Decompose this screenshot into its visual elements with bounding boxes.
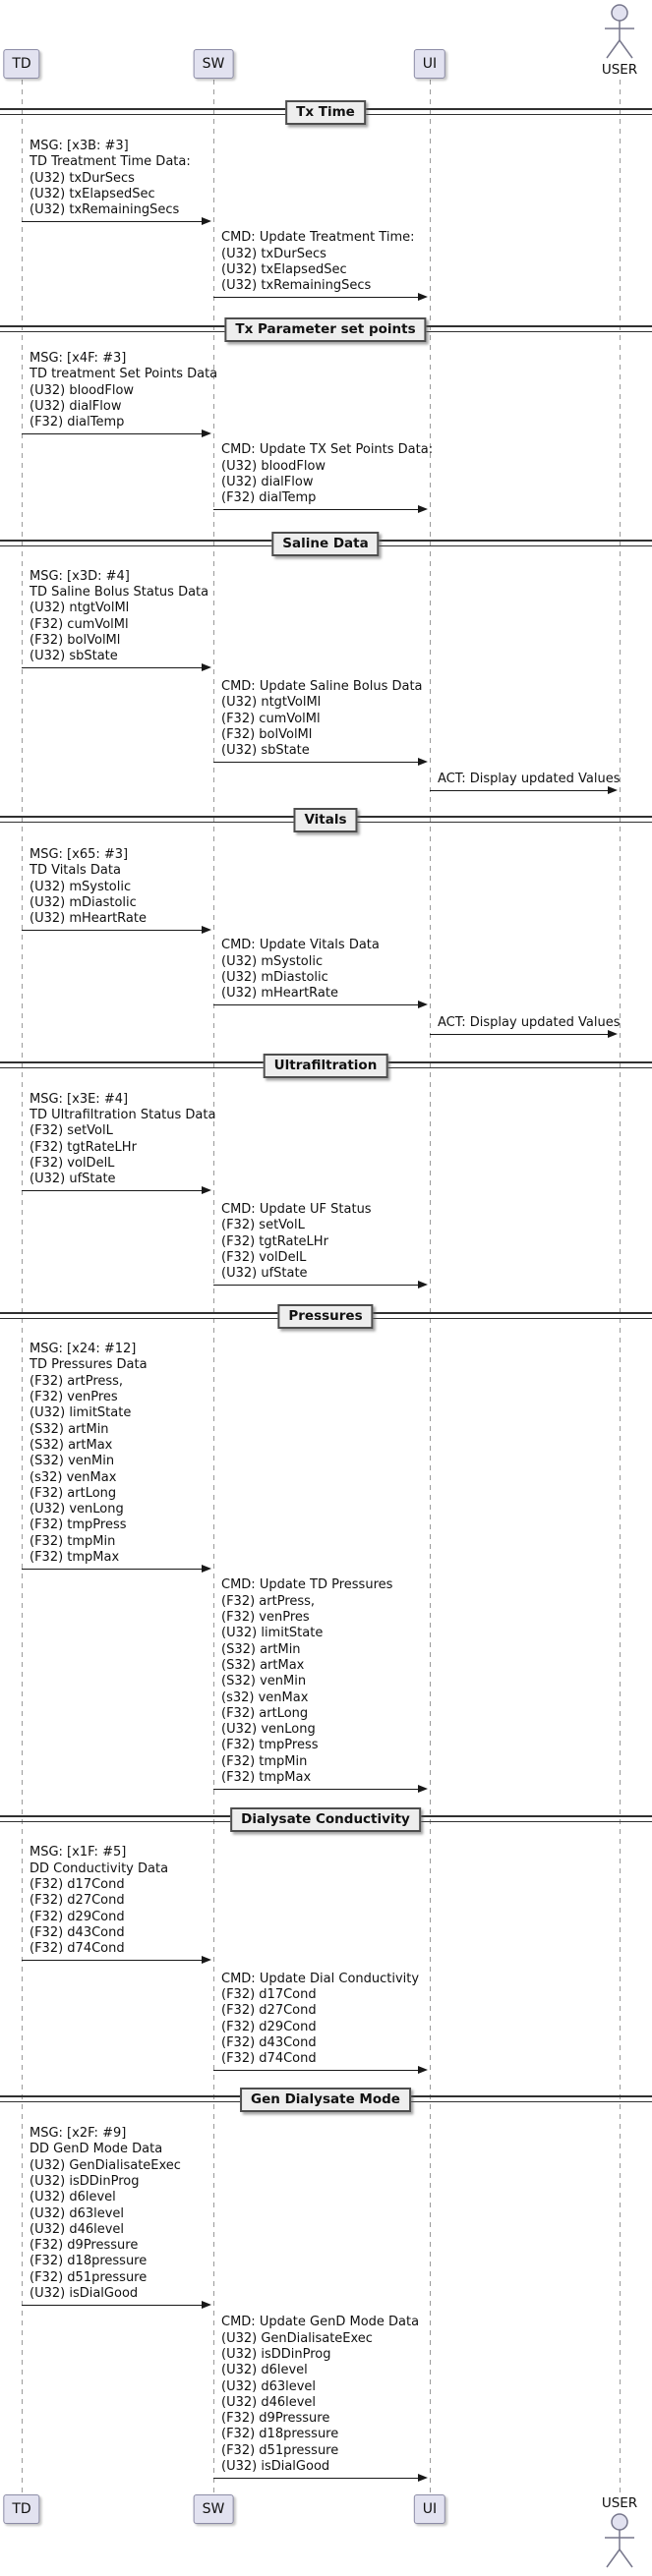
message-arrow-cmd-dialysate-conductivity (213, 2070, 420, 2072)
message-arrowhead-msg-saline-data (202, 663, 211, 671)
message-text-msg-vitals: MSG: [x65: #3] TD Vitals Data (U32) mSys… (30, 846, 147, 927)
message-arrowhead-msg-ultrafiltration (202, 1186, 211, 1194)
message-arrow-cmd-gen-dialysate-mode (213, 2478, 420, 2480)
participant-user-label-bottom: USER (601, 2495, 638, 2511)
message-arrow-cmd-tx-time (213, 297, 420, 299)
message-arrowhead-cmd-tx-time (418, 293, 428, 301)
message-arrow-cmd-saline-data (213, 762, 420, 764)
message-arrow-cmd-vitals (213, 1004, 420, 1006)
participant-sw-top: SW (193, 49, 234, 79)
lifeline-user (619, 80, 621, 2494)
divider-ultrafiltration: Ultrafiltration (263, 1054, 388, 1078)
divider-tx-time: Tx Time (285, 100, 366, 125)
message-text-cmd-tx-parameter-set-points: CMD: Update TX Set Points Data: (U32) bl… (221, 442, 434, 506)
message-arrow-msg-pressures (22, 1569, 204, 1571)
message-arrowhead-cmd-vitals (418, 1001, 428, 1008)
participant-ui-top: UI (413, 49, 446, 79)
message-text-msg-ultrafiltration: MSG: [x3E: #4] TD Ultrafiltration Status… (30, 1091, 216, 1187)
message-arrowhead-cmd-dialysate-conductivity (418, 2066, 428, 2074)
message-text-act-vitals: ACT: Display updated Values (438, 1015, 621, 1031)
divider-vitals: Vitals (293, 808, 358, 832)
message-text-cmd-dialysate-conductivity: CMD: Update Dial Conductivity (F32) d17C… (221, 1971, 420, 2067)
message-arrow-msg-vitals (22, 930, 204, 932)
message-arrow-msg-dialysate-conductivity (22, 1960, 204, 1962)
message-arrow-act-vitals (430, 1034, 610, 1036)
message-text-msg-saline-data: MSG: [x3D: #4] TD Saline Bolus Status Da… (30, 568, 209, 664)
lifeline-td (21, 80, 23, 2494)
message-text-msg-gen-dialysate-mode: MSG: [x2F: #9] DD GenD Mode Data (U32) G… (30, 2125, 181, 2302)
message-arrow-cmd-pressures (213, 1789, 420, 1791)
message-arrowhead-msg-dialysate-conductivity (202, 1956, 211, 1964)
message-text-cmd-saline-data: CMD: Update Saline Bolus Data (U32) ntgt… (221, 678, 423, 759)
divider-tx-parameter-set-points: Tx Parameter set points (224, 317, 427, 342)
message-arrow-cmd-tx-parameter-set-points (213, 509, 420, 511)
message-text-act-saline-data: ACT: Display updated Values (438, 772, 621, 787)
message-arrowhead-cmd-tx-parameter-set-points (418, 505, 428, 513)
message-text-cmd-pressures: CMD: Update TD Pressures (F32) artPress,… (221, 1577, 393, 1786)
message-arrowhead-cmd-gen-dialysate-mode (418, 2474, 428, 2482)
message-arrowhead-msg-vitals (202, 926, 211, 934)
message-arrowhead-msg-tx-parameter-set-points (202, 429, 211, 437)
message-text-msg-dialysate-conductivity: MSG: [x1F: #5] DD Conductivity Data (F32… (30, 1845, 169, 1957)
message-text-cmd-ultrafiltration: CMD: Update UF Status (F32) setVolL (F32… (221, 1201, 372, 1282)
message-arrow-msg-ultrafiltration (22, 1190, 204, 1192)
message-arrowhead-msg-tx-time (202, 217, 211, 225)
participant-td-top: TD (3, 49, 40, 79)
message-arrow-act-saline-data (430, 790, 610, 792)
message-text-msg-tx-parameter-set-points: MSG: [x4F: #3] TD treatment Set Points D… (30, 350, 218, 430)
participant-td-bottom: TD (3, 2494, 40, 2524)
message-arrowhead-cmd-saline-data (418, 758, 428, 766)
message-arrow-cmd-ultrafiltration (213, 1285, 420, 1287)
message-arrowhead-act-saline-data (608, 786, 618, 794)
message-text-cmd-vitals: CMD: Update Vitals Data (U32) mSystolic … (221, 938, 380, 1002)
participant-ui-bottom: UI (413, 2494, 446, 2524)
divider-dialysate-conductivity: Dialysate Conductivity (230, 1807, 421, 1832)
lifeline-sw (212, 80, 214, 2494)
divider-pressures: Pressures (277, 1304, 374, 1329)
message-arrow-msg-tx-time (22, 221, 204, 223)
message-text-msg-tx-time: MSG: [x3B: #3] TD Treatment Time Data: (… (30, 138, 191, 218)
message-arrowhead-msg-pressures (202, 1565, 211, 1573)
user-actor-icon-bottom (597, 2512, 642, 2575)
message-text-cmd-gen-dialysate-mode: CMD: Update GenD Mode Data (U32) GenDial… (221, 2315, 420, 2475)
message-arrowhead-cmd-ultrafiltration (418, 1281, 428, 1288)
participant-sw-bottom: SW (193, 2494, 234, 2524)
message-arrowhead-cmd-pressures (418, 1785, 428, 1793)
divider-gen-dialysate-mode: Gen Dialysate Mode (240, 2088, 411, 2112)
message-arrow-msg-tx-parameter-set-points (22, 433, 204, 435)
message-text-cmd-tx-time: CMD: Update Treatment Time: (U32) txDurS… (221, 230, 415, 294)
lifeline-ui (429, 80, 431, 2494)
participant-user-label-top: USER (601, 62, 638, 78)
user-actor-icon-top (597, 3, 642, 66)
message-arrow-msg-saline-data (22, 667, 204, 669)
message-arrow-msg-gen-dialysate-mode (22, 2305, 204, 2307)
message-arrowhead-msg-gen-dialysate-mode (202, 2301, 211, 2309)
message-text-msg-pressures: MSG: [x24: #12] TD Pressures Data (F32) … (30, 1341, 148, 1566)
divider-saline-data: Saline Data (271, 532, 380, 556)
message-arrowhead-act-vitals (608, 1030, 618, 1038)
